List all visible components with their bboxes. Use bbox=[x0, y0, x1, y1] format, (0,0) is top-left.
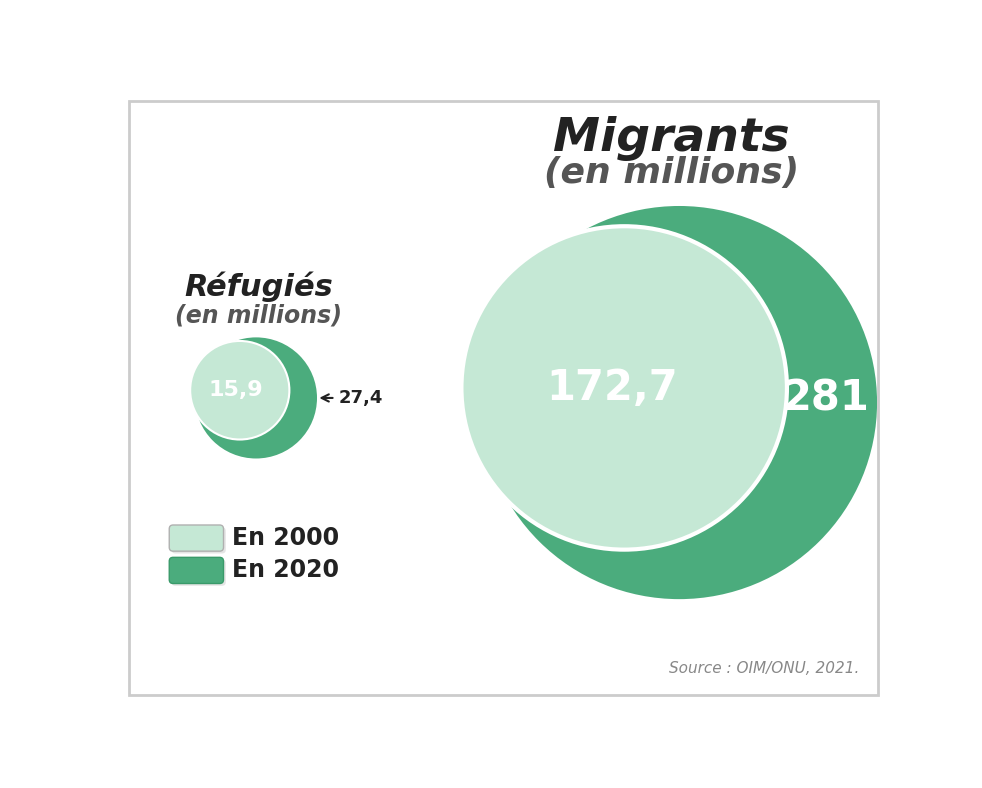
FancyBboxPatch shape bbox=[172, 559, 226, 585]
Text: (en millions): (en millions) bbox=[175, 303, 342, 327]
Text: Migrants: Migrants bbox=[553, 116, 790, 161]
Circle shape bbox=[462, 226, 787, 550]
Text: 27,4: 27,4 bbox=[322, 389, 383, 407]
Circle shape bbox=[191, 341, 290, 440]
Text: En 2000: En 2000 bbox=[232, 526, 339, 550]
Text: En 2020: En 2020 bbox=[232, 559, 339, 582]
FancyBboxPatch shape bbox=[169, 557, 224, 583]
Text: 172,7: 172,7 bbox=[547, 367, 679, 409]
Text: Réfugiés: Réfugiés bbox=[184, 272, 333, 303]
Circle shape bbox=[479, 204, 879, 601]
Circle shape bbox=[194, 336, 318, 459]
Text: 281: 281 bbox=[783, 377, 870, 420]
Text: (en millions): (en millions) bbox=[544, 156, 799, 190]
Text: Source : OIM/ONU, 2021.: Source : OIM/ONU, 2021. bbox=[669, 661, 859, 676]
FancyBboxPatch shape bbox=[169, 525, 224, 551]
Text: 15,9: 15,9 bbox=[208, 381, 263, 400]
FancyBboxPatch shape bbox=[172, 527, 226, 553]
